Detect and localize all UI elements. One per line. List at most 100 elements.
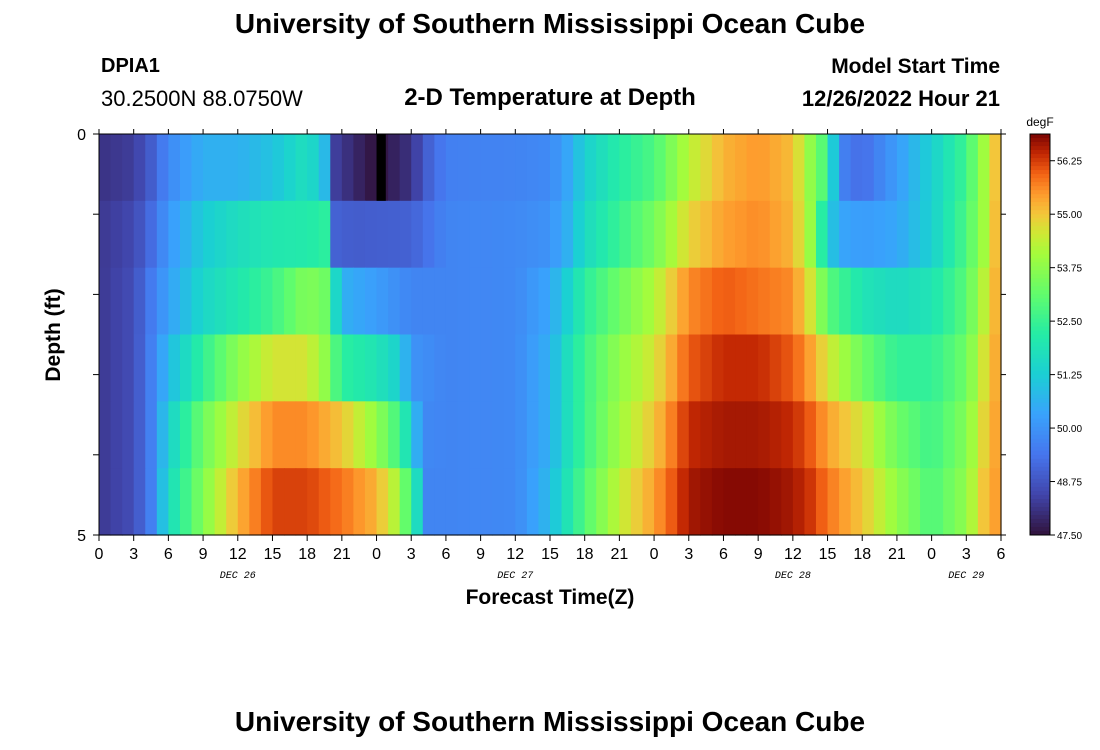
colorbar-swatch xyxy=(1030,298,1050,303)
heatmap-cell xyxy=(515,267,528,336)
heatmap-cell xyxy=(388,200,401,269)
heatmap-cell xyxy=(191,134,204,202)
heatmap-cell xyxy=(873,468,886,536)
heatmap-cell xyxy=(781,334,794,402)
colorbar-label: 47.50 xyxy=(1057,531,1082,542)
station-coordinates: 30.2500N 88.0750W xyxy=(101,86,303,111)
heatmap-cell xyxy=(318,401,331,469)
heatmap-cell xyxy=(110,468,123,536)
heatmap-cell xyxy=(931,468,944,536)
colorbar-swatch xyxy=(1030,402,1050,408)
heatmap-cell xyxy=(735,334,748,402)
heatmap-cell xyxy=(665,401,678,469)
colorbar-swatch xyxy=(1030,506,1050,512)
heatmap-cell xyxy=(642,134,655,202)
heatmap-cell xyxy=(156,267,169,336)
heatmap-cell xyxy=(954,468,967,536)
heatmap-cell xyxy=(191,401,204,469)
heatmap-cell xyxy=(619,200,632,269)
heatmap-cell xyxy=(272,468,285,536)
heatmap-cell xyxy=(307,134,320,202)
heatmap-cell xyxy=(249,401,262,469)
heatmap-cell xyxy=(596,468,609,536)
heatmap-cell xyxy=(260,334,274,402)
heatmap-cell xyxy=(364,468,378,536)
heatmap-cell xyxy=(989,468,1002,536)
colorbar-unit: degF xyxy=(1026,115,1053,129)
heatmap-cell xyxy=(989,334,1002,402)
heatmap-cell xyxy=(422,267,435,336)
heatmap-cell xyxy=(665,134,678,202)
x-tick-label: 21 xyxy=(610,546,628,563)
heatmap-cell xyxy=(561,401,574,469)
heatmap-cell xyxy=(792,468,806,536)
heatmap-cell xyxy=(677,334,690,402)
heatmap-cell xyxy=(677,401,690,469)
heatmap-cell xyxy=(133,200,146,269)
heatmap-cell xyxy=(573,200,586,269)
heatmap-cell xyxy=(122,267,135,336)
heatmap-cell xyxy=(688,200,701,269)
x-tick-label: 9 xyxy=(199,546,208,563)
heatmap-cell xyxy=(376,468,389,536)
heatmap-cell xyxy=(388,267,401,336)
colorbar-swatch xyxy=(1030,170,1050,175)
heatmap-cell xyxy=(272,401,285,469)
heatmap-cell xyxy=(584,134,597,202)
heatmap-cell xyxy=(688,134,701,202)
heatmap-cell xyxy=(815,468,829,536)
heatmap-cell xyxy=(735,267,748,336)
heatmap-cell xyxy=(526,334,540,402)
heatmap-cell xyxy=(596,134,609,202)
colorbar-swatch xyxy=(1030,462,1050,468)
colorbar-swatch xyxy=(1030,434,1050,440)
heatmap-cell xyxy=(284,334,297,402)
date-label: DEC 28 xyxy=(775,571,811,582)
heatmap-cell xyxy=(388,334,401,402)
heatmap-cell xyxy=(642,200,655,269)
heatmap-cell xyxy=(307,267,320,336)
colorbar-swatch xyxy=(1030,426,1050,432)
colorbar-swatch xyxy=(1030,526,1050,532)
heatmap-cell xyxy=(353,200,366,269)
colorbar-swatch xyxy=(1030,490,1050,496)
heatmap-cell xyxy=(642,267,655,336)
heatmap-cell xyxy=(596,200,609,269)
heatmap-cell xyxy=(110,401,123,469)
heatmap-cell xyxy=(318,334,331,402)
heatmap-cell xyxy=(122,334,135,402)
heatmap-cell xyxy=(630,401,644,469)
heatmap-cell xyxy=(99,267,112,336)
heatmap-cell xyxy=(330,134,343,202)
x-tick-label: 0 xyxy=(927,546,936,563)
colorbar-swatch xyxy=(1030,166,1050,171)
heatmap-cell xyxy=(954,134,967,202)
colorbar-swatch xyxy=(1030,242,1050,247)
heatmap-cell xyxy=(989,134,1002,202)
heatmap-cell xyxy=(792,267,806,336)
heatmap-cell xyxy=(341,134,355,202)
heatmap-cell xyxy=(850,334,863,402)
heatmap-cell xyxy=(156,334,169,402)
colorbar-label: 56.25 xyxy=(1057,157,1082,168)
heatmap-cell xyxy=(411,401,424,469)
heatmap-cell xyxy=(977,134,991,202)
heatmap-cell xyxy=(445,334,459,402)
heatmap-cell xyxy=(769,401,782,469)
heatmap-cell xyxy=(284,200,297,269)
x-tick-label: 12 xyxy=(784,546,802,563)
x-tick-label: 9 xyxy=(476,546,485,563)
heatmap-cell xyxy=(873,134,886,202)
heatmap-cell xyxy=(746,334,759,402)
heatmap-cell xyxy=(885,134,898,202)
heatmap-cell xyxy=(584,468,597,536)
heatmap-cell xyxy=(480,468,493,536)
heatmap-cell xyxy=(758,334,771,402)
heatmap-cell xyxy=(573,468,586,536)
heatmap-cell xyxy=(839,401,852,469)
heatmap-cell xyxy=(804,334,817,402)
heatmap-cell xyxy=(353,468,366,536)
heatmap-cell xyxy=(815,267,829,336)
station-id: DPIA1 xyxy=(101,55,160,77)
heatmap-cell xyxy=(989,200,1002,269)
